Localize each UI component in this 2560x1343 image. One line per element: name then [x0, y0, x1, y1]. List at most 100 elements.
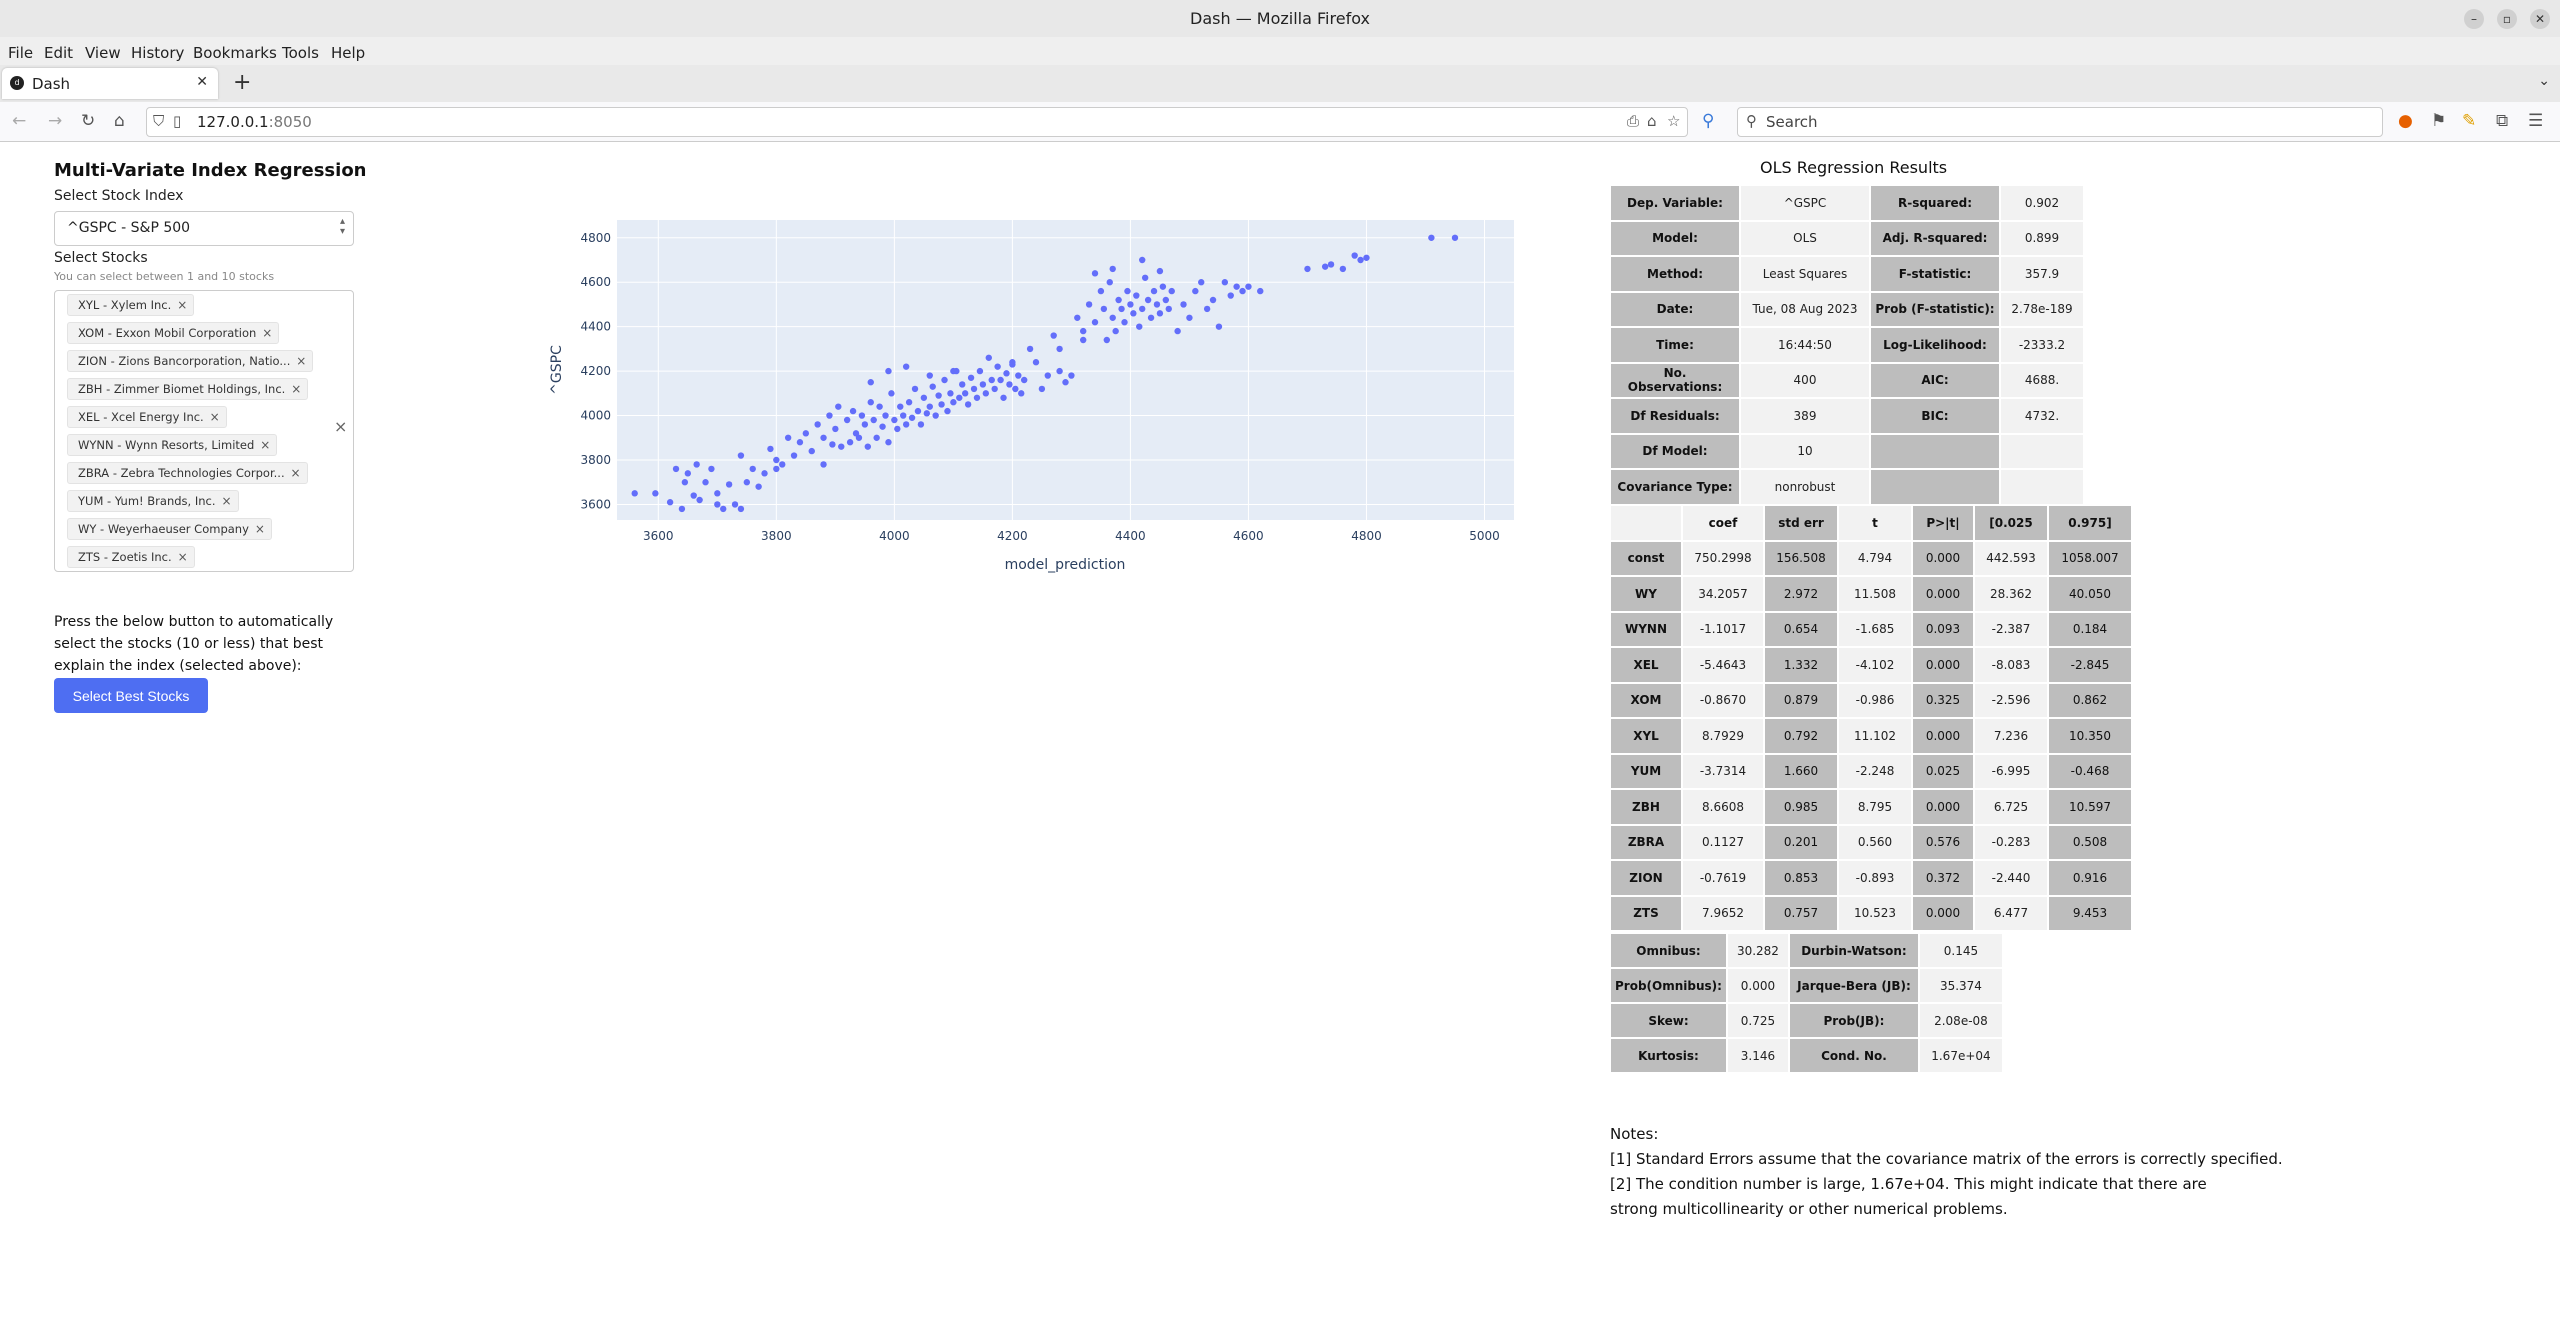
- scatter-point: [743, 479, 751, 486]
- scatter-point: [1091, 319, 1099, 326]
- remove-chip-icon[interactable]: ×: [254, 522, 265, 536]
- scatter-point: [1428, 234, 1435, 241]
- table-cell: 10.597: [2049, 790, 2131, 824]
- forward-icon[interactable]: →: [48, 111, 63, 131]
- scatter-point: [767, 445, 774, 453]
- table-cell: 442.593: [1975, 541, 2047, 575]
- bookmark-star-icon[interactable]: ☆: [1667, 112, 1681, 130]
- scatter-point: [1150, 287, 1158, 295]
- scatter-point: [991, 385, 998, 393]
- shield-icon[interactable]: ⛉: [153, 112, 165, 130]
- extension-icon[interactable]: ⚑: [2431, 111, 2447, 131]
- menu-file[interactable]: File: [8, 44, 34, 62]
- back-icon[interactable]: ←: [12, 111, 27, 131]
- extensions-puzzle-icon[interactable]: ⧉: [2496, 111, 2509, 131]
- scatter-point: [693, 461, 700, 468]
- close-tab-icon[interactable]: ✕: [196, 74, 208, 90]
- x-tick-label: 3800: [761, 529, 792, 543]
- x-tick-label: 4000: [879, 529, 910, 543]
- search-input[interactable]: ⚲ Search: [1737, 107, 2383, 137]
- menu-edit[interactable]: Edit: [44, 44, 74, 62]
- remove-chip-icon[interactable]: ×: [296, 354, 307, 368]
- table-cell: 3.146: [1727, 1039, 1788, 1072]
- table-cell: 0.576: [1913, 825, 1973, 859]
- scatter-point: [1080, 336, 1087, 344]
- clear-all-icon[interactable]: ×: [334, 417, 348, 436]
- scatter-point: [672, 465, 680, 473]
- scatter-point: [897, 403, 904, 410]
- stock-chip[interactable]: ZTS - Zoetis Inc. ×: [67, 546, 195, 568]
- site-icon[interactable]: ⌂: [1647, 112, 1657, 130]
- search-engine-icon[interactable]: ⚲: [1702, 111, 1715, 131]
- menu-history[interactable]: History: [131, 44, 185, 62]
- scatter-points: [631, 234, 1459, 513]
- table-header-cell: ZTS: [1611, 896, 1681, 930]
- restore-icon[interactable]: ▫: [2497, 9, 2517, 29]
- table-cell: 0.654: [1765, 612, 1837, 646]
- table-cell: 10: [1741, 434, 1869, 468]
- scatter-point: [814, 421, 821, 428]
- remove-chip-icon[interactable]: ×: [290, 466, 301, 480]
- reload-icon[interactable]: ↻: [81, 111, 96, 131]
- close-window-icon[interactable]: ✕: [2530, 9, 2550, 29]
- table-header-cell: coef: [1683, 506, 1763, 540]
- menu-tools[interactable]: Tools: [282, 44, 319, 62]
- scatter-point: [926, 372, 933, 379]
- stock-chip[interactable]: WY - Weyerhaeuser Company ×: [67, 518, 272, 540]
- new-tab-icon[interactable]: +: [233, 70, 252, 95]
- url-bar[interactable]: ⛉ ▯ 127.0.0.1:8050 ⎙ ⌂ ☆: [146, 107, 1688, 137]
- firefox-account-icon[interactable]: ●: [2398, 111, 2413, 131]
- scatter-point: [1109, 314, 1116, 321]
- stock-chip[interactable]: ZBH - Zimmer Biomet Holdings, Inc. ×: [67, 378, 309, 400]
- y-tick-label: 3800: [580, 453, 611, 467]
- scatter-point: [1192, 287, 1199, 295]
- hamburger-menu-icon[interactable]: ☰: [2528, 111, 2544, 131]
- stocks-multiselect[interactable]: XYL - Xylem Inc. × XOM - Exxon Mobil Corp…: [54, 290, 354, 572]
- stock-chip[interactable]: XEL - Xcel Energy Inc. ×: [67, 406, 227, 428]
- scatter-point: [1026, 345, 1034, 353]
- table-cell: 750.2998: [1683, 541, 1763, 575]
- print-icon[interactable]: ⎙: [1627, 112, 1640, 130]
- remove-chip-icon[interactable]: ×: [262, 326, 273, 340]
- minimize-icon[interactable]: –: [2464, 9, 2484, 29]
- stock-chip[interactable]: ZBRA - Zebra Technologies Corpor... ×: [67, 462, 308, 484]
- scatter-point: [1159, 283, 1167, 290]
- table-cell: 0.093: [1913, 612, 1973, 646]
- stock-chip[interactable]: ZION - Zions Bancorporation, Natio... ×: [67, 350, 314, 372]
- scatter-point: [1327, 261, 1335, 268]
- remove-chip-icon[interactable]: ×: [291, 382, 302, 396]
- y-tick-label: 4000: [580, 409, 611, 423]
- x-tick-label: 4400: [1115, 529, 1146, 543]
- scatter-point: [843, 416, 851, 424]
- table-cell: 1.67e+04: [1919, 1039, 2002, 1072]
- scatter-point: [947, 390, 954, 397]
- index-dropdown[interactable]: ^GSPC - S&P 500 ▴ ▾: [54, 211, 354, 246]
- stock-chip[interactable]: WYNN - Wynn Resorts, Limited ×: [67, 434, 278, 456]
- table-header-cell: Model:: [1611, 221, 1739, 255]
- home-icon[interactable]: ⌂: [114, 111, 125, 131]
- table-cell: 4688.: [2001, 363, 2083, 397]
- table-cell: -2333.2: [2001, 328, 2083, 362]
- stock-chip[interactable]: YUM - Yum! Brands, Inc. ×: [67, 490, 239, 512]
- scatter-point: [855, 434, 863, 441]
- addon-icon[interactable]: ✎: [2462, 111, 2477, 131]
- remove-chip-icon[interactable]: ×: [221, 494, 232, 508]
- table-header-cell: YUM: [1611, 754, 1681, 788]
- scatter-point: [773, 465, 780, 473]
- remove-chip-icon[interactable]: ×: [177, 298, 188, 312]
- menu-view[interactable]: View: [85, 44, 121, 62]
- stock-chip[interactable]: XOM - Exxon Mobil Corporation ×: [67, 322, 280, 344]
- scatter-point: [914, 407, 922, 415]
- select-best-stocks-button[interactable]: Select Best Stocks: [54, 678, 208, 713]
- table-row: Df Residuals: 389 BIC: 4732.: [1611, 399, 2083, 433]
- remove-chip-icon[interactable]: ×: [260, 438, 271, 452]
- tab-dash[interactable]: d Dash ✕: [2, 68, 218, 99]
- stock-chip[interactable]: XYL - Xylem Inc. ×: [67, 294, 195, 316]
- menu-bookmarks[interactable]: Bookmarks: [193, 44, 277, 62]
- remove-chip-icon[interactable]: ×: [177, 550, 188, 564]
- table-cell: 0.985: [1765, 790, 1837, 824]
- list-tabs-icon[interactable]: ⌄: [2538, 73, 2550, 89]
- page-info-icon[interactable]: ▯: [173, 112, 182, 130]
- menu-help[interactable]: Help: [331, 44, 366, 62]
- remove-chip-icon[interactable]: ×: [209, 410, 220, 424]
